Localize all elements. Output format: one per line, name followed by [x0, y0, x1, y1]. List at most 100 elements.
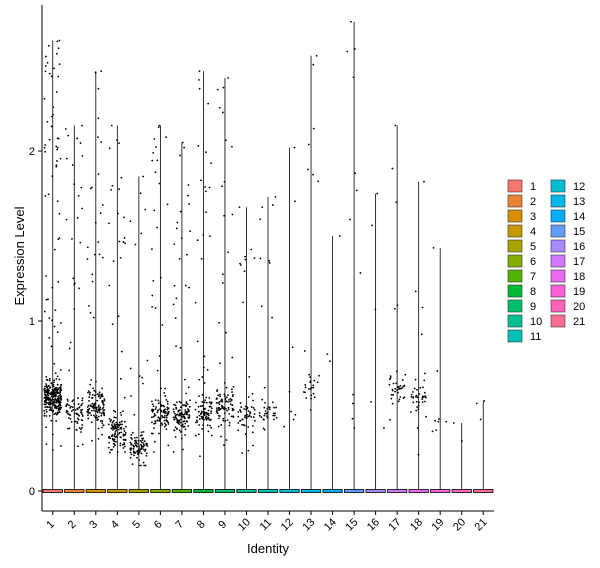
- cell-point: [138, 447, 141, 449]
- legend-swatch: [550, 239, 566, 253]
- cell-point: [43, 414, 46, 417]
- cell-point: [221, 407, 223, 410]
- cell-point: [138, 464, 140, 467]
- cell-point: [173, 429, 176, 432]
- cell-point: [144, 208, 147, 211]
- cell-point: [202, 366, 205, 369]
- cell-point: [112, 428, 114, 431]
- violin-body: [300, 489, 322, 493]
- cell-point: [231, 145, 233, 148]
- cell-point: [187, 386, 190, 389]
- cell-point: [178, 409, 181, 412]
- violin-21: [473, 400, 494, 493]
- cell-point: [151, 421, 153, 424]
- cell-point: [273, 418, 275, 421]
- cell-point: [93, 389, 96, 392]
- legend-label: 11: [530, 331, 541, 343]
- cell-point: [167, 411, 170, 413]
- cell-point: [180, 401, 182, 404]
- legend-label: 13: [573, 196, 585, 208]
- cell-point: [243, 408, 245, 410]
- cell-point: [78, 287, 81, 290]
- cell-point: [154, 414, 157, 417]
- cell-point: [130, 395, 132, 397]
- cell-point: [163, 425, 166, 428]
- violin-16: [365, 192, 386, 493]
- cell-point: [48, 409, 51, 411]
- cell-point: [237, 429, 240, 432]
- cell-point: [189, 399, 191, 402]
- cell-point: [97, 136, 99, 139]
- cell-point: [218, 403, 221, 406]
- cell-point: [161, 324, 164, 326]
- y-axis-title: Expression Level: [12, 206, 27, 305]
- cell-point: [154, 408, 157, 410]
- cell-point: [231, 409, 234, 412]
- cell-point: [394, 124, 397, 127]
- cell-point: [52, 393, 55, 395]
- cell-point: [57, 280, 60, 283]
- cell-point: [45, 408, 48, 411]
- cell-point: [138, 375, 141, 377]
- cell-point: [48, 387, 51, 389]
- cell-point: [198, 418, 201, 420]
- cell-point: [389, 375, 392, 378]
- cell-point: [119, 427, 122, 429]
- cell-point: [125, 425, 127, 428]
- cell-point: [259, 257, 262, 260]
- cell-point: [175, 227, 178, 230]
- cell-point: [110, 418, 113, 421]
- legend-item-13: 13: [550, 194, 585, 208]
- cell-point: [122, 447, 125, 449]
- cell-point: [46, 392, 49, 395]
- cell-point: [178, 420, 181, 423]
- cell-point: [349, 218, 351, 221]
- cell-point: [359, 272, 362, 274]
- cell-point: [60, 445, 62, 447]
- cell-point: [87, 414, 89, 417]
- cell-point: [91, 409, 93, 412]
- cell-point: [436, 370, 439, 372]
- cell-point: [239, 420, 241, 422]
- cell-point: [268, 259, 271, 262]
- cell-point: [395, 382, 398, 385]
- cell-point: [101, 256, 104, 259]
- cell-point: [142, 442, 145, 445]
- cell-point: [251, 424, 254, 427]
- cell-point: [205, 396, 208, 399]
- cell-point: [112, 442, 115, 445]
- cell-point: [124, 439, 127, 441]
- violin-3: [85, 70, 106, 493]
- x-tick-label: 20: [451, 516, 468, 533]
- cell-point: [122, 434, 125, 437]
- cell-point: [231, 213, 234, 216]
- cell-point: [198, 410, 200, 413]
- legend-label: 20: [573, 301, 585, 313]
- cell-point: [140, 441, 143, 444]
- cell-point: [232, 394, 234, 396]
- cell-point: [96, 399, 99, 402]
- cell-point: [223, 381, 226, 384]
- cell-point: [116, 433, 119, 436]
- cell-point: [275, 416, 278, 419]
- cell-point: [178, 429, 181, 432]
- cell-point: [231, 391, 233, 393]
- cell-point: [303, 350, 306, 352]
- cell-point: [81, 413, 84, 416]
- cell-point: [221, 273, 224, 276]
- cell-point: [89, 187, 92, 190]
- cell-point: [219, 362, 222, 365]
- cell-point: [45, 399, 47, 401]
- cell-point: [156, 159, 159, 162]
- cell-point: [292, 418, 295, 421]
- cell-point: [162, 411, 165, 414]
- cell-point: [45, 415, 48, 417]
- cell-point: [111, 448, 113, 451]
- cell-point: [97, 173, 100, 175]
- cell-point: [134, 444, 137, 446]
- cell-point: [273, 406, 275, 409]
- cell-point: [167, 423, 170, 425]
- cell-point: [56, 148, 59, 151]
- cell-point: [350, 20, 352, 23]
- cell-point: [161, 423, 164, 426]
